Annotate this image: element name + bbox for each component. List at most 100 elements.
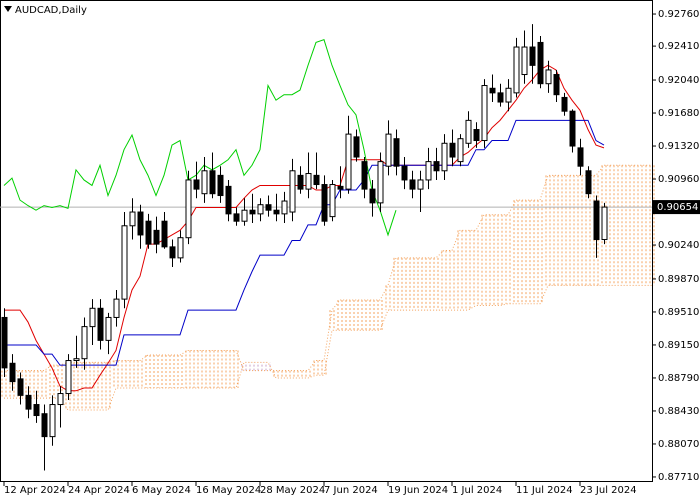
y-tick-label: 0.92760	[658, 9, 699, 20]
x-tick-label: 1 Jul 2024	[452, 485, 502, 496]
cloud-edge	[4, 284, 652, 411]
candle-body	[385, 133, 392, 167]
candle-body	[529, 46, 536, 66]
candle-body	[161, 220, 168, 248]
candle-body	[497, 92, 504, 103]
candle-body	[353, 136, 360, 158]
candle-body	[369, 188, 376, 204]
chart-title: AUDCAD,Daily	[15, 5, 87, 16]
candle-body	[273, 209, 280, 215]
candle-body	[97, 307, 104, 341]
candle-body	[201, 170, 208, 195]
candle-body	[209, 170, 216, 195]
indicator-line	[3, 39, 397, 237]
candle-body	[25, 394, 32, 410]
candle-body	[257, 204, 264, 215]
candle-body	[281, 200, 288, 215]
candle-body	[361, 161, 368, 190]
candle-body	[481, 85, 488, 142]
x-tick-label: 19 Jun 2024	[388, 485, 448, 496]
candle-body	[1, 316, 8, 369]
x-tick-label: 12 Apr 2024	[4, 485, 66, 496]
candle-body	[441, 142, 448, 172]
candle-body	[121, 225, 128, 300]
price-label-box	[652, 200, 700, 215]
candle-body	[345, 133, 352, 190]
candle-body	[73, 358, 80, 362]
y-tick-label: 0.88070	[658, 439, 699, 450]
candle-body	[601, 206, 608, 241]
candle-body	[297, 174, 304, 190]
indicator-line	[4, 119, 605, 366]
candle-body	[89, 307, 96, 328]
candle-body	[313, 174, 320, 186]
candle-body	[217, 174, 224, 197]
candle-body	[41, 413, 48, 438]
candle-body	[553, 74, 560, 96]
candle-body	[457, 138, 464, 163]
candle-body	[401, 165, 408, 181]
candle-body	[569, 110, 576, 147]
candle-body	[129, 211, 136, 227]
y-tick-label: 0.91320	[658, 141, 699, 152]
candle-body	[177, 237, 184, 259]
symbol-marker	[4, 6, 12, 12]
candle-body	[57, 393, 64, 406]
candle-body	[465, 119, 472, 144]
candle-body	[241, 209, 248, 222]
x-tick-label: 28 May 2024	[260, 485, 325, 496]
candle-body	[49, 404, 56, 438]
candle-body	[81, 326, 88, 360]
candle-body	[329, 184, 336, 218]
candle-body	[225, 185, 232, 215]
candle-body	[249, 209, 256, 215]
candle-body	[233, 213, 240, 222]
y-tick-label: 0.88790	[658, 373, 699, 384]
y-tick-label: 0.92040	[658, 75, 699, 86]
candle-body	[377, 161, 384, 204]
candle-body	[585, 170, 592, 195]
candle-body	[153, 229, 160, 245]
candle-body	[513, 46, 520, 94]
indicator-line	[4, 64, 605, 392]
y-tick-label: 0.87710	[658, 472, 699, 483]
x-tick-label: 11 Jul 2024	[516, 485, 573, 496]
candle-body	[417, 179, 424, 190]
y-tick-label: 0.88430	[658, 406, 699, 417]
candle-body	[521, 46, 528, 76]
y-tick-label: 0.91680	[658, 108, 699, 119]
candle-body	[265, 204, 272, 211]
cloud-edge	[4, 164, 652, 372]
plot-frame	[0, 0, 653, 482]
x-tick-label: 23 Jul 2024	[580, 485, 637, 496]
candle-body	[393, 138, 400, 167]
x-tick-label: 6 May 2024	[132, 485, 191, 496]
y-tick-label: 0.90240	[658, 240, 699, 251]
x-tick-label: 24 Apr 2024	[68, 485, 130, 496]
x-tick-label: 16 May 2024	[196, 485, 261, 496]
candle-body	[305, 173, 312, 190]
candle-body	[433, 161, 440, 172]
plot-layer	[0, 24, 655, 471]
candle-body	[169, 246, 176, 259]
candle-body	[105, 316, 112, 341]
candle-body	[489, 87, 496, 94]
candle-body	[561, 96, 568, 112]
y-tick-label: 0.92410	[658, 41, 699, 52]
candle-body	[65, 360, 72, 395]
y-tick-label: 0.89870	[658, 274, 699, 285]
candle-body	[17, 378, 24, 396]
candle-body	[193, 179, 200, 190]
candle-body	[113, 298, 120, 318]
y-tick-label: 0.89510	[658, 307, 699, 318]
candle-body	[185, 179, 192, 239]
price-label: 0.90654	[657, 202, 698, 213]
candle-body	[145, 220, 152, 245]
candle-body	[537, 41, 544, 85]
y-tick-label: 0.90960	[658, 174, 699, 185]
y-tick-label: 0.89150	[658, 340, 699, 351]
x-tick-label: 7 Jun 2024	[324, 485, 378, 496]
candle-body	[577, 147, 584, 167]
candle-body	[449, 142, 456, 158]
